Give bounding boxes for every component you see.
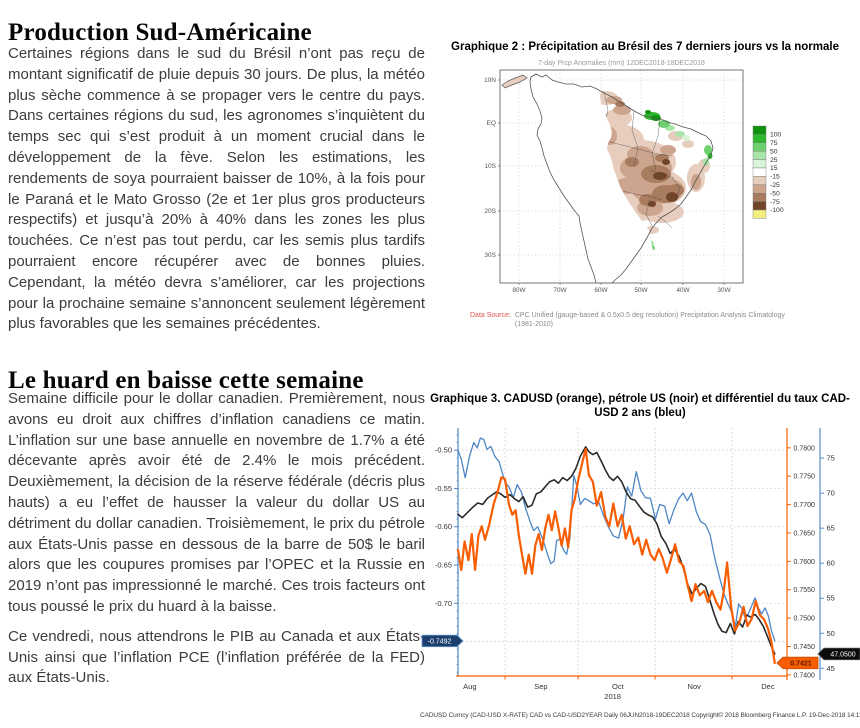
svg-text:0.7650: 0.7650 xyxy=(794,530,816,537)
svg-text:-0.50: -0.50 xyxy=(435,446,452,455)
svg-text:0.7450: 0.7450 xyxy=(794,644,816,651)
section2-paragraph-2: Ce vendredi, nous attendrons le PIB au C… xyxy=(8,627,425,687)
svg-text:Nov: Nov xyxy=(688,682,702,691)
figure-precipitation-map: Graphique 2 : Précipitation au Brésil de… xyxy=(430,40,860,329)
svg-text:0.7500: 0.7500 xyxy=(794,616,816,623)
svg-text:47.0500: 47.0500 xyxy=(830,652,855,659)
svg-text:0.7400: 0.7400 xyxy=(794,672,816,679)
svg-text:0.7750: 0.7750 xyxy=(794,474,816,481)
svg-text:EQ: EQ xyxy=(487,120,496,127)
svg-text:-0.65: -0.65 xyxy=(435,561,452,570)
svg-text:55: 55 xyxy=(827,594,835,603)
map-source-label: Data Source: xyxy=(470,312,511,319)
svg-text:-0.55: -0.55 xyxy=(435,484,452,493)
right-axis1-ticks: 0.7800 0.7750 0.7700 0.7650 0.7600 0.7550 0.75… xyxy=(787,445,815,679)
map-frame xyxy=(499,69,744,284)
series-right2 xyxy=(457,446,776,655)
map-axis-labels: 10N EQ 10S 20S 30S 80W 70W 60W 50W 40W 30W xyxy=(484,77,731,294)
svg-text:-50: -50 xyxy=(770,190,780,197)
svg-text:75: 75 xyxy=(827,454,835,463)
chart3-title: Graphique 3. CADUSD (orange), pétrole US… xyxy=(430,393,850,419)
svg-text:50: 50 xyxy=(770,148,778,155)
svg-text:10S: 10S xyxy=(484,163,496,170)
x-axis-labels: Aug Sep Oct Nov Dec 2018 xyxy=(463,676,775,701)
svg-text:45: 45 xyxy=(827,664,835,673)
chart2-title: Graphique 2 : Précipitation au Brésil de… xyxy=(451,41,839,53)
svg-text:Sep: Sep xyxy=(534,682,547,691)
svg-text:30S: 30S xyxy=(484,252,496,259)
last-value-badge-cadusd: 0.7421 xyxy=(776,656,819,670)
bloomberg-footer: CADUSD Curncy (CAD-USD X-RATE) CAD vs CA… xyxy=(420,712,860,719)
line-chart-root: -0.50-0.55-0.60-0.65-0.700.78000.77500.7… xyxy=(421,428,860,701)
svg-text:70: 70 xyxy=(827,489,835,498)
section1-body: Certaines régions dans le sud du Brésil … xyxy=(8,44,425,344)
left-axis-ticks: -0.50 -0.55 -0.60 -0.65 -0.70 xyxy=(435,434,458,673)
svg-text:-100: -100 xyxy=(770,207,784,214)
chart-series xyxy=(456,437,776,664)
svg-text:10N: 10N xyxy=(484,77,496,84)
map-data-source: Data Source: CPC Unified (gauge-based & … xyxy=(470,311,800,329)
coastline xyxy=(529,73,714,284)
central-america-sliver xyxy=(501,74,528,89)
svg-text:80W: 80W xyxy=(512,287,526,294)
svg-text:2018: 2018 xyxy=(604,692,621,701)
svg-text:Dec: Dec xyxy=(761,682,775,691)
svg-text:70W: 70W xyxy=(553,287,567,294)
last-value-badge-differential: -0.7492 xyxy=(421,634,464,648)
svg-text:-25: -25 xyxy=(770,182,780,189)
series-left xyxy=(457,437,776,642)
svg-text:0.7700: 0.7700 xyxy=(794,502,816,509)
section1-title: Production Sud-Américaine xyxy=(8,18,312,46)
svg-text:20S: 20S xyxy=(484,208,496,215)
svg-text:75: 75 xyxy=(770,140,778,147)
svg-text:0.7550: 0.7550 xyxy=(794,587,816,594)
series-right1 xyxy=(456,447,776,664)
section2-paragraph-1: Semaine difficile pour le dollar canadie… xyxy=(8,390,425,615)
svg-text:50W: 50W xyxy=(634,287,648,294)
svg-text:60: 60 xyxy=(827,559,835,568)
chart-gridlines xyxy=(458,428,787,676)
map-subtitle: 7-day Prcp Anomalies (mm) 12DEC2018-18DE… xyxy=(538,60,705,67)
svg-text:0.7600: 0.7600 xyxy=(794,559,816,566)
last-value-badge-oil: 47.0500 xyxy=(817,647,860,661)
svg-text:60W: 60W xyxy=(594,287,608,294)
svg-text:-75: -75 xyxy=(770,199,780,206)
figure-cadusd-chart: Graphique 3. CADUSD (orange), pétrole US… xyxy=(420,392,860,719)
svg-text:30W: 30W xyxy=(717,287,731,294)
svg-text:Oct: Oct xyxy=(612,682,625,691)
svg-text:Aug: Aug xyxy=(463,682,476,691)
svg-text:40W: 40W xyxy=(676,287,690,294)
cadusd-oil-line-chart: -0.50-0.55-0.60-0.65-0.700.78000.77500.7… xyxy=(421,428,860,701)
section2-title: Le huard en baisse cette semaine xyxy=(8,366,364,394)
svg-text:-0.70: -0.70 xyxy=(435,599,452,608)
svg-text:-0.60: -0.60 xyxy=(435,522,452,531)
right-axis2-ticks: 75 70 65 60 55 50 45 xyxy=(820,454,835,673)
map-source-text: CPC Unified (gauge-based & 0.5x0.5 deg r… xyxy=(514,312,785,328)
svg-text:-15: -15 xyxy=(770,174,780,181)
svg-text:-0.7492: -0.7492 xyxy=(428,639,452,646)
svg-text:50: 50 xyxy=(827,629,835,638)
section1-paragraph: Certaines régions dans le sud du Brésil … xyxy=(8,45,425,333)
svg-text:25: 25 xyxy=(770,157,778,164)
svg-text:100: 100 xyxy=(770,132,782,139)
svg-text:65: 65 xyxy=(827,524,835,533)
svg-text:0.7800: 0.7800 xyxy=(794,445,816,452)
map-root: 7-day Prcp Anomalies (mm) 12DEC2018-18DE… xyxy=(484,60,784,294)
section2-body: Semaine difficile pour le dollar canadie… xyxy=(8,389,425,698)
brazil-precipitation-map: 7-day Prcp Anomalies (mm) 12DEC2018-18DE… xyxy=(484,60,784,294)
svg-text:15: 15 xyxy=(770,165,778,172)
svg-text:0.7421: 0.7421 xyxy=(790,661,812,668)
